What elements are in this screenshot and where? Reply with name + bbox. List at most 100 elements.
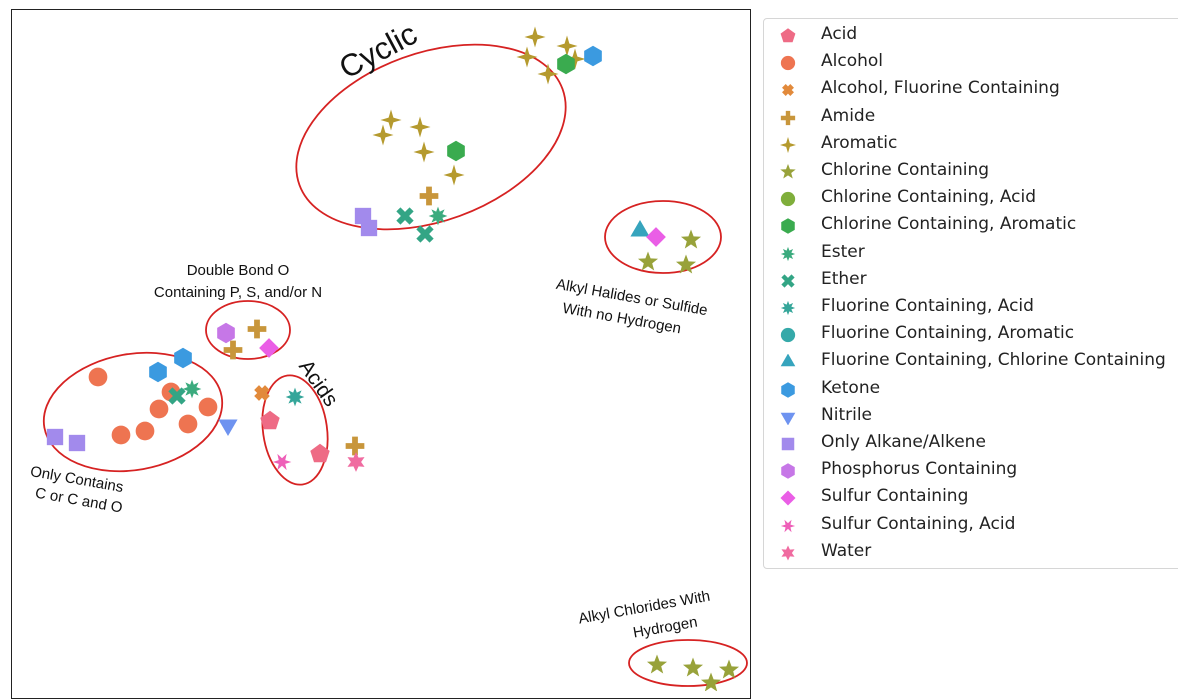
ellipse-cyclic [295,43,567,231]
legend-marker-sulfur-containing [780,490,796,506]
point-amide-2 [419,186,439,206]
legend-label-alcohol: Alcohol [821,51,883,72]
legend-label-phosphorus-containing: Phosphorus Containing [821,459,1018,480]
ellipse-alkyl-chlorides [628,639,748,687]
legend-label-fluorine-containing-aromatic: Fluorine Containing, Aromatic [821,323,1075,344]
legend-item-ester: Ester [764,240,1178,267]
legend: Acid Alcohol Alcohol, Fluorine Containing A… [763,18,1178,569]
legend-item-fluorine-containing-chlorine-containing: Fluorine Containing, Chlorine Containing [764,348,1178,375]
point-only-alkane-alkene-1 [360,219,378,237]
point-ketone-1 [149,361,167,383]
point-water-0 [347,452,365,472]
annotation-cyclic: Cyclic [333,16,422,86]
legend-label-sulfur-containing-acid: Sulfur Containing, Acid [821,513,1016,534]
point-ketone-0 [584,45,602,67]
point-aromatic-1 [516,46,538,68]
legend-marker-water [781,545,795,561]
ellipse-double-bond-o [205,300,291,360]
point-fluorine-containing-acid-0 [285,387,305,407]
legend-item-nitrile: Nitrile [764,403,1178,430]
legend-label-ketone: Ketone [821,377,881,398]
point-ketone-2 [174,347,192,369]
legend-item-aromatic: Aromatic [764,131,1178,158]
legend-marker-ester [780,246,796,261]
point-chlorine-containing-4 [682,657,704,677]
legend-marker-ether [781,274,795,288]
point-aromatic-7 [409,116,431,138]
legend-marker-alcohol-fluorine-containing [782,84,794,97]
legend-item-acid: Acid [764,22,1178,49]
legend-marker-fluorine-containing-aromatic [780,328,796,343]
annotation-double-bond-o-line2: Containing P, S, and/or N [154,284,322,301]
legend-item-amide: Amide [764,104,1178,131]
point-sulfur-containing-0 [646,227,666,247]
legend-label-sulfur-containing: Sulfur Containing [821,486,969,507]
legend-marker-acid [780,28,796,43]
point-only-alkane-alkene-3 [68,434,86,452]
legend-item-chlorine-containing: Chlorine Containing [764,158,1178,185]
ellipse-only-contains [42,351,224,473]
point-only-alkane-alkene-2 [46,428,64,446]
point-acid-0 [260,410,280,430]
point-ether-0 [168,387,186,405]
data-points [46,26,740,691]
legend-label-alcohol-fluorine-containing: Alcohol, Fluorine Containing [821,78,1060,99]
legend-label-amide: Amide [821,105,876,126]
legend-label-fluorine-containing-chlorine-containing: Fluorine Containing, Chlorine Containing [821,350,1166,371]
point-ester-1 [428,206,448,226]
legend-marker-amide [780,110,796,125]
point-alcohol-0 [88,367,108,387]
legend-item-water: Water [764,539,1178,566]
point-amide-1 [223,340,243,360]
annotation-acids: Acids [294,356,342,411]
legend-marker-only-alkane-alkene [781,437,795,451]
point-aromatic-4 [537,63,559,85]
ellipse-acids [261,374,329,486]
point-aromatic-2 [556,35,578,57]
legend-item-only-alkane-alkene: Only Alkane/Alkene [764,430,1178,457]
point-alcohol-3 [111,425,131,445]
legend-item-phosphorus-containing: Phosphorus Containing [764,457,1178,484]
legend-item-ether: Ether [764,267,1178,294]
annotation-double-bond-o-line1: Double Bond O [187,262,290,279]
point-acid-1 [310,443,330,463]
legend-marker-chlorine-containing-aromatic [781,218,795,235]
legend-label-only-alkane-alkene: Only Alkane/Alkene [821,432,986,452]
legend-label-ester: Ester [821,241,865,262]
ellipse-alkyl-halides [604,200,722,274]
legend-marker-fluorine-containing-acid [780,300,796,316]
legend-item-sulfur-containing: Sulfur Containing [764,484,1178,511]
point-amide-0 [247,319,267,339]
legend-label-chlorine-containing-acid: Chlorine Containing, Acid [821,187,1037,208]
legend-label-chlorine-containing: Chlorine Containing [821,160,990,180]
point-chlorine-containing-1 [637,251,659,271]
annotations: Cyclic Double Bond O Containing P, S, an… [29,16,711,642]
point-sulfur-containing-acid-0 [272,453,292,471]
point-chlorine-containing-3 [646,654,668,674]
legend-item-fluorine-containing-acid: Fluorine Containing, Acid [764,294,1178,321]
legend-item-alcohol: Alcohol [764,49,1178,76]
point-alcohol-6 [178,414,198,434]
point-ester-0 [182,379,202,399]
point-alcohol-2 [198,397,218,417]
point-chlorine-containing-0 [680,229,702,249]
legend-marker-ketone [781,381,795,398]
legend-marker-fluorine-containing-chlorine-containing [780,354,796,367]
point-phosphorus-containing-0 [217,322,235,344]
legend-label-fluorine-containing-acid: Fluorine Containing, Acid [821,296,1034,316]
annotation-alkyl-chlorides-line2: Hydrogen [632,614,699,642]
point-sulfur-containing-1 [259,338,279,358]
point-aromatic-6 [372,124,394,146]
legend-item-sulfur-containing-acid: Sulfur Containing, Acid [764,512,1178,539]
legend-label-chlorine-containing-aromatic: Chlorine Containing, Aromatic [821,214,1077,235]
point-alcohol-1 [149,399,169,419]
legend-item-fluorine-containing-aromatic: Fluorine Containing, Aromatic [764,321,1178,348]
point-aromatic-5 [380,109,402,131]
legend-marker-phosphorus-containing [781,463,795,479]
point-aromatic-8 [413,141,435,163]
legend-marker-chlorine-containing-acid [780,192,796,207]
legend-marker-chlorine-containing [780,164,796,179]
legend-item-alcohol-fluorine-containing: Alcohol, Fluorine Containing [764,76,1178,103]
legend-marker-alcohol [780,56,796,71]
